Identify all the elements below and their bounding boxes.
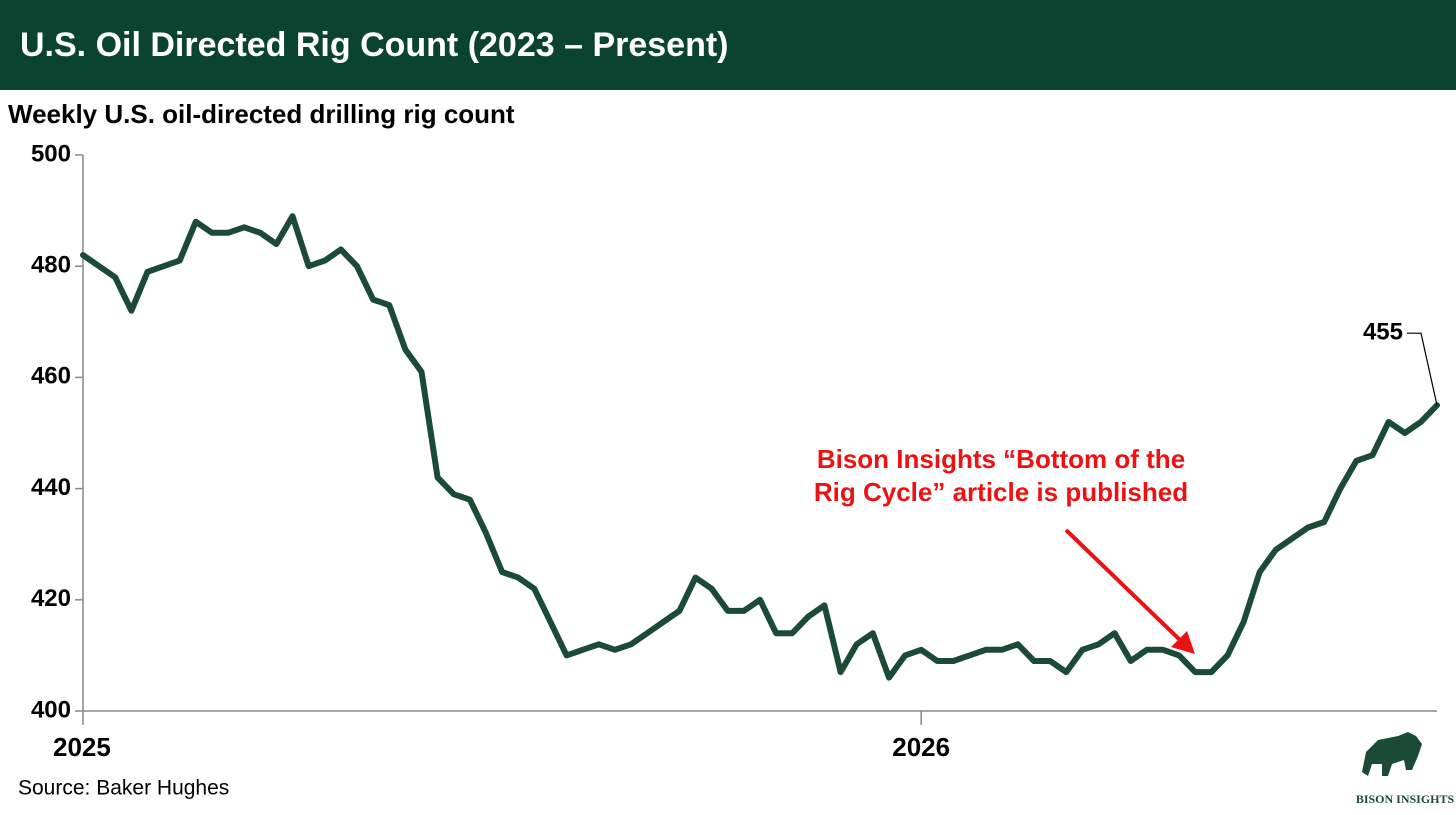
x-tick-label: 2025 (53, 732, 111, 762)
end-value-label: 455 (1363, 319, 1403, 346)
logo-text: BISON INSIGHTS (1356, 792, 1455, 806)
y-tick-label: 480 (31, 252, 71, 279)
y-tick-label: 460 (31, 363, 71, 390)
y-tick-label: 400 (31, 696, 71, 723)
logo: BISON INSIGHTS (1356, 732, 1455, 806)
series-line (80, 213, 1440, 681)
x-tick-label: 2026 (892, 732, 950, 762)
logo-bison (1362, 732, 1422, 776)
chart-subtitle: Weekly U.S. oil-directed drilling rig co… (8, 99, 515, 129)
y-tick-label: 500 (31, 140, 71, 167)
annotation-text: Bison Insights “Bottom of the (817, 444, 1185, 474)
source-note: Source: Baker Hughes (18, 777, 229, 800)
annotation-arrow (1064, 528, 1182, 642)
y-tick-label: 440 (31, 474, 71, 501)
annotation-arrowhead (1171, 631, 1195, 654)
chart-title: U.S. Oil Directed Rig Count (2023 – Pres… (20, 26, 729, 64)
annotation-text: Rig Cycle” article is published (814, 477, 1188, 507)
title-banner (0, 0, 1456, 90)
label-leader (1407, 332, 1438, 406)
y-tick-label: 420 (31, 585, 71, 612)
